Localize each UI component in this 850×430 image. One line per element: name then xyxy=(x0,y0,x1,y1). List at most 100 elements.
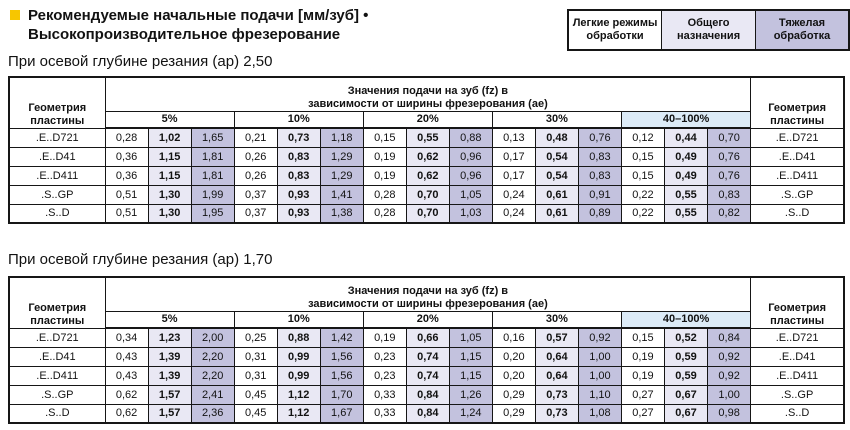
width-group-header: 20% xyxy=(362,311,493,329)
feed-value-cell: 0,73 xyxy=(534,384,579,405)
feed-value-cell: 0,20 xyxy=(491,346,536,367)
feed-value-cell: 0,25 xyxy=(233,327,278,348)
feed-value-cell: 0,70 xyxy=(707,127,752,148)
feed-value-cell: 1,99 xyxy=(190,184,235,205)
geometry-header-left: Геометрия пластины xyxy=(8,76,106,129)
insert-geometry-label: .E..D41 xyxy=(8,346,106,367)
feed-value-cell: 0,28 xyxy=(104,127,149,148)
feed-value-cell: 0,27 xyxy=(620,403,665,424)
insert-geometry-label: .S..GP xyxy=(8,184,106,205)
feed-value-cell: 1,38 xyxy=(319,203,364,224)
feed-value-cell: 0,17 xyxy=(491,146,536,167)
feed-values-header: Значения подачи на зуб (fz) в зависимост… xyxy=(104,76,752,112)
feed-value-cell: 1,56 xyxy=(319,365,364,386)
feed-value-cell: 1,05 xyxy=(448,184,493,205)
feed-value-cell: 1,65 xyxy=(190,127,235,148)
feed-values-header-line2: зависимости от ширины фрезерования (ae) xyxy=(308,97,548,110)
feed-value-cell: 1,30 xyxy=(147,203,192,224)
insert-geometry-label: .S..D xyxy=(8,203,106,224)
feed-value-cell: 0,74 xyxy=(405,346,450,367)
geometry-header-left: Геометрия пластины xyxy=(8,276,106,329)
width-group-header: 30% xyxy=(491,311,622,329)
feed-value-cell: 0,64 xyxy=(534,346,579,367)
feed-value-cell: 0,24 xyxy=(491,184,536,205)
feed-value-cell: 0,12 xyxy=(620,127,665,148)
feed-value-cell: 0,73 xyxy=(534,403,579,424)
feed-value-cell: 0,76 xyxy=(707,146,752,167)
feed-value-cell: 2,00 xyxy=(190,327,235,348)
feed-value-cell: 0,29 xyxy=(491,384,536,405)
legend-item-light: Легкие режимы обработки xyxy=(567,9,663,51)
page-title-line1: Рекомендуемые начальные подачи [мм/зуб] … xyxy=(28,7,369,24)
feed-value-cell: 1,39 xyxy=(147,346,192,367)
width-group-header: 10% xyxy=(233,111,364,129)
width-group-header: 5% xyxy=(104,311,235,329)
feed-value-cell: 1,67 xyxy=(319,403,364,424)
feed-table-body: .E..D721 0,34 1,23 2,00 0,25 0,88 1,42 0,19 0,66… xyxy=(8,327,845,424)
feed-value-cell: 0,74 xyxy=(405,365,450,386)
feed-value-cell: 0,19 xyxy=(620,346,665,367)
feed-value-cell: 0,88 xyxy=(448,127,493,148)
width-group-header: 10% xyxy=(233,311,364,329)
insert-geometry-label: .E..D411 xyxy=(750,165,845,186)
feed-value-cell: 0,83 xyxy=(276,146,321,167)
table-row: .S..GP 0,62 1,57 2,41 0,45 1,12 1,70 0,33 0,84 1,… xyxy=(8,384,845,405)
feed-value-cell: 0,82 xyxy=(707,203,752,224)
feed-value-cell: 1,15 xyxy=(448,346,493,367)
feed-value-cell: 1,15 xyxy=(147,165,192,186)
feed-value-cell: 0,93 xyxy=(276,203,321,224)
feed-value-cell: 1,81 xyxy=(190,165,235,186)
feed-value-cell: 0,45 xyxy=(233,403,278,424)
insert-geometry-label: .E..D721 xyxy=(750,127,845,148)
feed-value-cell: 0,98 xyxy=(707,403,752,424)
main-header-row: Геометрия пластины Значения подачи на зу… xyxy=(8,76,845,129)
feed-value-cell: 0,36 xyxy=(104,165,149,186)
insert-geometry-label: .E..D41 xyxy=(750,346,845,367)
feed-value-cell: 0,19 xyxy=(362,146,407,167)
feed-value-cell: 0,19 xyxy=(620,365,665,386)
feed-value-cell: 0,83 xyxy=(707,184,752,205)
insert-geometry-label: .S..GP xyxy=(750,384,845,405)
feed-value-cell: 0,64 xyxy=(534,365,579,386)
feed-value-cell: 1,12 xyxy=(276,403,321,424)
feed-value-cell: 0,28 xyxy=(362,203,407,224)
feed-value-cell: 1,57 xyxy=(147,384,192,405)
feed-value-cell: 0,89 xyxy=(577,203,622,224)
insert-geometry-label: .E..D411 xyxy=(8,165,106,186)
feed-value-cell: 0,91 xyxy=(577,184,622,205)
insert-geometry-label: .E..D721 xyxy=(8,327,106,348)
feed-value-cell: 0,59 xyxy=(663,346,709,367)
feed-values-header: Значения подачи на зуб (fz) в зависимост… xyxy=(104,276,752,312)
feed-value-cell: 0,62 xyxy=(104,384,149,405)
feed-value-cell: 1,23 xyxy=(147,327,192,348)
feed-value-cell: 0,99 xyxy=(276,365,321,386)
feed-value-cell: 0,61 xyxy=(534,184,579,205)
feed-value-cell: 0,67 xyxy=(663,403,709,424)
feed-value-cell: 1,00 xyxy=(577,365,622,386)
feed-value-cell: 0,99 xyxy=(276,346,321,367)
legend-item-general: Общего назначения xyxy=(661,9,756,51)
feed-value-cell: 0,26 xyxy=(233,165,278,186)
feed-value-cell: 1,24 xyxy=(448,403,493,424)
feed-table-ap-1-70: Геометрия пластины Значения подачи на зу… xyxy=(8,276,845,424)
feed-value-cell: 0,70 xyxy=(405,203,450,224)
feed-value-cell: 0,83 xyxy=(577,165,622,186)
insert-geometry-label: .E..D411 xyxy=(8,365,106,386)
width-group-header: 40–100% xyxy=(620,111,752,129)
feed-value-cell: 1,00 xyxy=(707,384,752,405)
feed-values-header-line1: Значения подачи на зуб (fz) в xyxy=(347,84,509,97)
feed-value-cell: 0,17 xyxy=(491,165,536,186)
feed-value-cell: 0,96 xyxy=(448,146,493,167)
width-group-header: 30% xyxy=(491,111,622,129)
feed-value-cell: 1,18 xyxy=(319,127,364,148)
feed-value-cell: 0,92 xyxy=(707,346,752,367)
feed-value-cell: 1,02 xyxy=(147,127,192,148)
table-row: .S..GP 0,51 1,30 1,99 0,37 0,93 1,41 0,28 0,70 1,… xyxy=(8,184,845,205)
insert-geometry-label: .E..D41 xyxy=(750,146,845,167)
feed-value-cell: 1,03 xyxy=(448,203,493,224)
feed-value-cell: 0,31 xyxy=(233,365,278,386)
feed-value-cell: 0,52 xyxy=(663,327,709,348)
feed-value-cell: 0,37 xyxy=(233,203,278,224)
feed-value-cell: 1,81 xyxy=(190,146,235,167)
feed-value-cell: 0,43 xyxy=(104,365,149,386)
